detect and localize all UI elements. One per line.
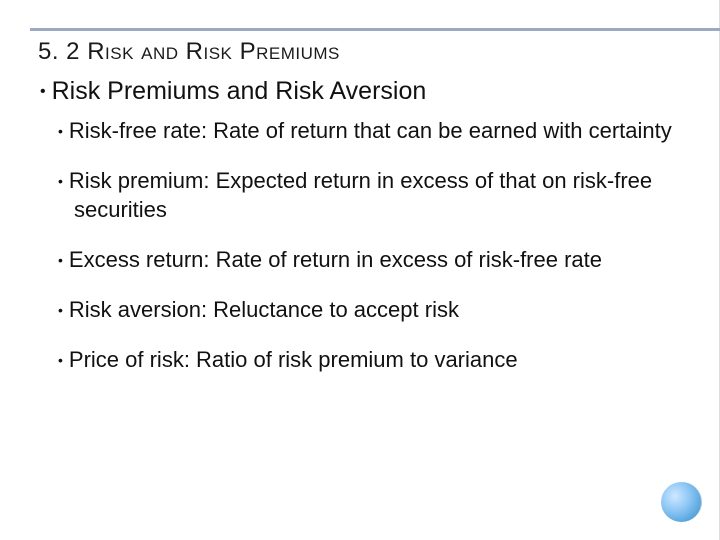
list-item: • Risk premium: Expected return in excess… xyxy=(58,167,690,223)
top-border xyxy=(30,28,720,31)
title-prefix: 5. 2 xyxy=(38,38,87,65)
bullet-icon: • xyxy=(58,352,63,368)
item-text: Excess return: Rate of return in excess … xyxy=(69,247,602,272)
list-item: • Price of risk: Ratio of risk premium to… xyxy=(58,346,690,374)
list-item: • Excess return: Rate of return in excess… xyxy=(58,246,690,274)
bullet-icon: • xyxy=(40,83,46,100)
bullet-icon: • xyxy=(58,123,63,139)
bullet-icon: • xyxy=(58,173,63,189)
item-text: Risk premium: Expected return in excess … xyxy=(69,168,652,221)
slide-title: 5. 2 Risk and Risk Premiums xyxy=(38,38,690,66)
item-text: Risk-free rate: Rate of return that can … xyxy=(69,118,672,143)
level1-heading: • Risk Premiums and Risk Aversion xyxy=(40,76,690,107)
heading-text: Risk Premiums and Risk Aversion xyxy=(52,77,427,105)
item-text: Risk aversion: Reluctance to accept risk xyxy=(69,297,459,322)
list-item: • Risk-free rate: Rate of return that can… xyxy=(58,117,690,145)
list-item: • Risk aversion: Reluctance to accept ris… xyxy=(58,296,690,324)
slide: 5. 2 Risk and Risk Premiums • Risk Premiu… xyxy=(0,0,720,540)
level2-group: • Risk-free rate: Rate of return that can… xyxy=(58,117,690,374)
bullet-icon: • xyxy=(58,302,63,318)
content-area: • Risk Premiums and Risk Aversion • Risk-f… xyxy=(40,76,690,396)
title-main: Risk and Risk Premiums xyxy=(87,38,340,65)
decorative-circle-icon xyxy=(661,482,702,522)
bullet-icon: • xyxy=(58,252,63,268)
item-text: Price of risk: Ratio of risk premium to … xyxy=(69,347,518,372)
